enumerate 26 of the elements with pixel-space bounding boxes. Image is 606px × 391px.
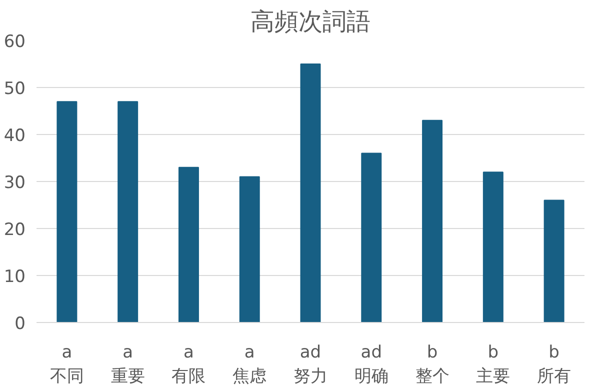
y-tick-label: 30	[4, 173, 26, 193]
y-tick-label: 40	[4, 126, 26, 146]
chart-title: 高頻次詞語	[250, 8, 370, 36]
y-tick-label: 0	[14, 314, 26, 334]
x-tick-label: ad 明确	[354, 342, 388, 386]
bar	[422, 120, 443, 322]
bar	[544, 200, 564, 322]
x-tick-label: a 有限	[172, 342, 206, 386]
x-tick-label: a 重要	[110, 342, 145, 386]
bar	[482, 172, 504, 322]
x-tick-label: b 所有	[537, 342, 572, 386]
x-tick-label: b 整个	[415, 342, 450, 386]
x-tick-label: ad 努力	[294, 342, 328, 386]
bar	[361, 152, 382, 322]
y-tick-label: 10	[4, 267, 26, 287]
bar	[118, 101, 138, 322]
y-tick-label: 20	[4, 220, 26, 240]
bar	[56, 101, 78, 322]
y-tick-label: 60	[4, 32, 26, 52]
bar	[178, 166, 199, 322]
y-tick-label: 50	[4, 79, 26, 99]
x-tick-label: b 主要	[476, 342, 510, 386]
x-tick-label: a 焦虑	[232, 342, 267, 386]
bar	[300, 64, 321, 322]
x-tick-label: a 不同	[50, 342, 84, 386]
bar	[239, 176, 260, 322]
